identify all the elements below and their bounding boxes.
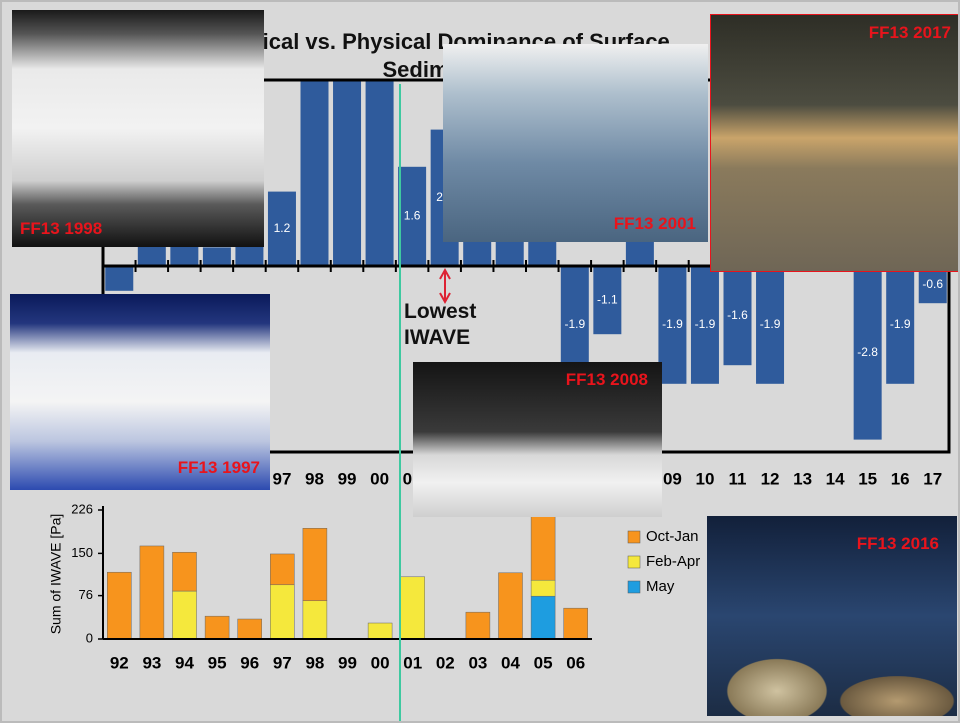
y-tick-label: 150 [71, 545, 93, 560]
annotation: Lowest IWAVE [404, 300, 477, 349]
bar-segment [530, 595, 556, 640]
x-tick-label: 13 [793, 469, 812, 488]
bar-segment [270, 584, 295, 640]
bar-segment [107, 571, 132, 640]
x-tick-label: 94 [175, 653, 194, 672]
value-label: -1.9 [760, 317, 781, 331]
bar [886, 266, 915, 384]
x-tick-label: 97 [273, 469, 292, 488]
x-tick-label: 04 [501, 653, 520, 672]
x-tick-label: 00 [371, 653, 390, 672]
value-label: -1.9 [695, 317, 716, 331]
x-tick-label: 01 [403, 653, 422, 672]
bar [333, 80, 362, 266]
x-tick-label: 99 [338, 653, 357, 672]
bar-segment [237, 618, 262, 640]
x-tick-label: 17 [923, 469, 942, 488]
x-tick-label: 99 [338, 469, 357, 488]
photo: FF13 2008 [413, 362, 662, 517]
legend-label: May [646, 578, 675, 595]
x-tick-label: 14 [826, 469, 845, 488]
photo-label: FF13 2008 [565, 370, 648, 389]
bar-segment [302, 528, 328, 602]
value-label: -1.9 [890, 317, 911, 331]
x-tick-label: 15 [858, 469, 877, 488]
value-label: -2.8 [857, 345, 878, 359]
bar [398, 166, 427, 266]
bar [202, 247, 231, 266]
bar-segment [498, 572, 523, 640]
legend-label: Feb-Apr [646, 553, 700, 570]
bar-segment [563, 607, 588, 640]
bar [918, 266, 947, 304]
photo-label: FF13 1998 [20, 219, 103, 238]
bar-segment [400, 576, 425, 640]
bar-segment [465, 611, 491, 640]
bar-segment [204, 615, 230, 640]
value-label: -1.9 [662, 317, 683, 331]
value-label: -1.1 [597, 292, 618, 306]
legend-swatch [627, 555, 641, 569]
x-tick-label: 05 [534, 653, 553, 672]
legend-swatch [627, 580, 641, 594]
bar [690, 266, 719, 384]
y-tick-label: 0 [86, 630, 93, 645]
x-tick-label: 98 [305, 469, 324, 488]
x-tick-label: 96 [240, 653, 259, 672]
photo: FF13 1998 [12, 10, 264, 247]
x-tick-label: 95 [208, 653, 227, 672]
photo: FF13 2017 [710, 14, 958, 272]
value-label: -0.6 [922, 277, 943, 291]
bar-segment [530, 512, 556, 581]
y-tick-label: 226 [71, 501, 93, 516]
x-tick-label: 93 [142, 653, 161, 672]
bar [267, 191, 296, 266]
x-tick-label: 92 [110, 653, 129, 672]
photo: FF13 1997 [10, 294, 270, 490]
bar [853, 266, 882, 440]
bar-segment [139, 545, 165, 640]
bar [593, 266, 622, 335]
y-axis-label: Sum of IWAVE [Pa] [48, 514, 64, 635]
photo-label: FF13 2016 [856, 534, 939, 553]
x-tick-label: 98 [305, 653, 324, 672]
value-label: 1.6 [404, 209, 421, 223]
bar-segment [270, 553, 295, 586]
bar-segment [172, 590, 197, 640]
bar [658, 266, 687, 384]
bar-segment [172, 551, 197, 592]
bar-segment [530, 579, 556, 597]
photo-label: FF13 2001 [613, 214, 696, 233]
x-tick-label: 11 [729, 469, 747, 488]
x-tick-label: 16 [891, 469, 910, 488]
bar [723, 266, 752, 366]
bar-segment [367, 622, 393, 640]
x-tick-label: 03 [468, 653, 487, 672]
x-tick-label: 09 [663, 469, 682, 488]
x-tick-label: 10 [696, 469, 715, 488]
x-tick-label: 06 [566, 653, 585, 672]
photo: FF13 2001 [443, 44, 708, 242]
photo-label: FF13 2017 [868, 23, 951, 42]
bar [756, 266, 785, 384]
value-label: 1.2 [274, 221, 291, 235]
x-tick-label: 00 [370, 469, 389, 488]
photo: FF13 2016 [707, 516, 957, 716]
bar [365, 80, 394, 266]
photo-label: FF13 1997 [177, 458, 260, 477]
legend-label: Oct-Jan [646, 528, 699, 545]
value-label: -1.6 [727, 308, 748, 322]
x-tick-label: 02 [436, 653, 455, 672]
marker-line [399, 84, 401, 721]
legend-swatch [627, 530, 641, 544]
value-label: -1.9 [564, 317, 585, 331]
bar-segment [302, 600, 328, 640]
arrow-head [439, 267, 451, 305]
bar [300, 80, 329, 266]
y-tick-label: 76 [79, 587, 93, 602]
bar [105, 266, 134, 291]
x-tick-label: 12 [761, 469, 780, 488]
x-tick-label: 97 [273, 653, 292, 672]
